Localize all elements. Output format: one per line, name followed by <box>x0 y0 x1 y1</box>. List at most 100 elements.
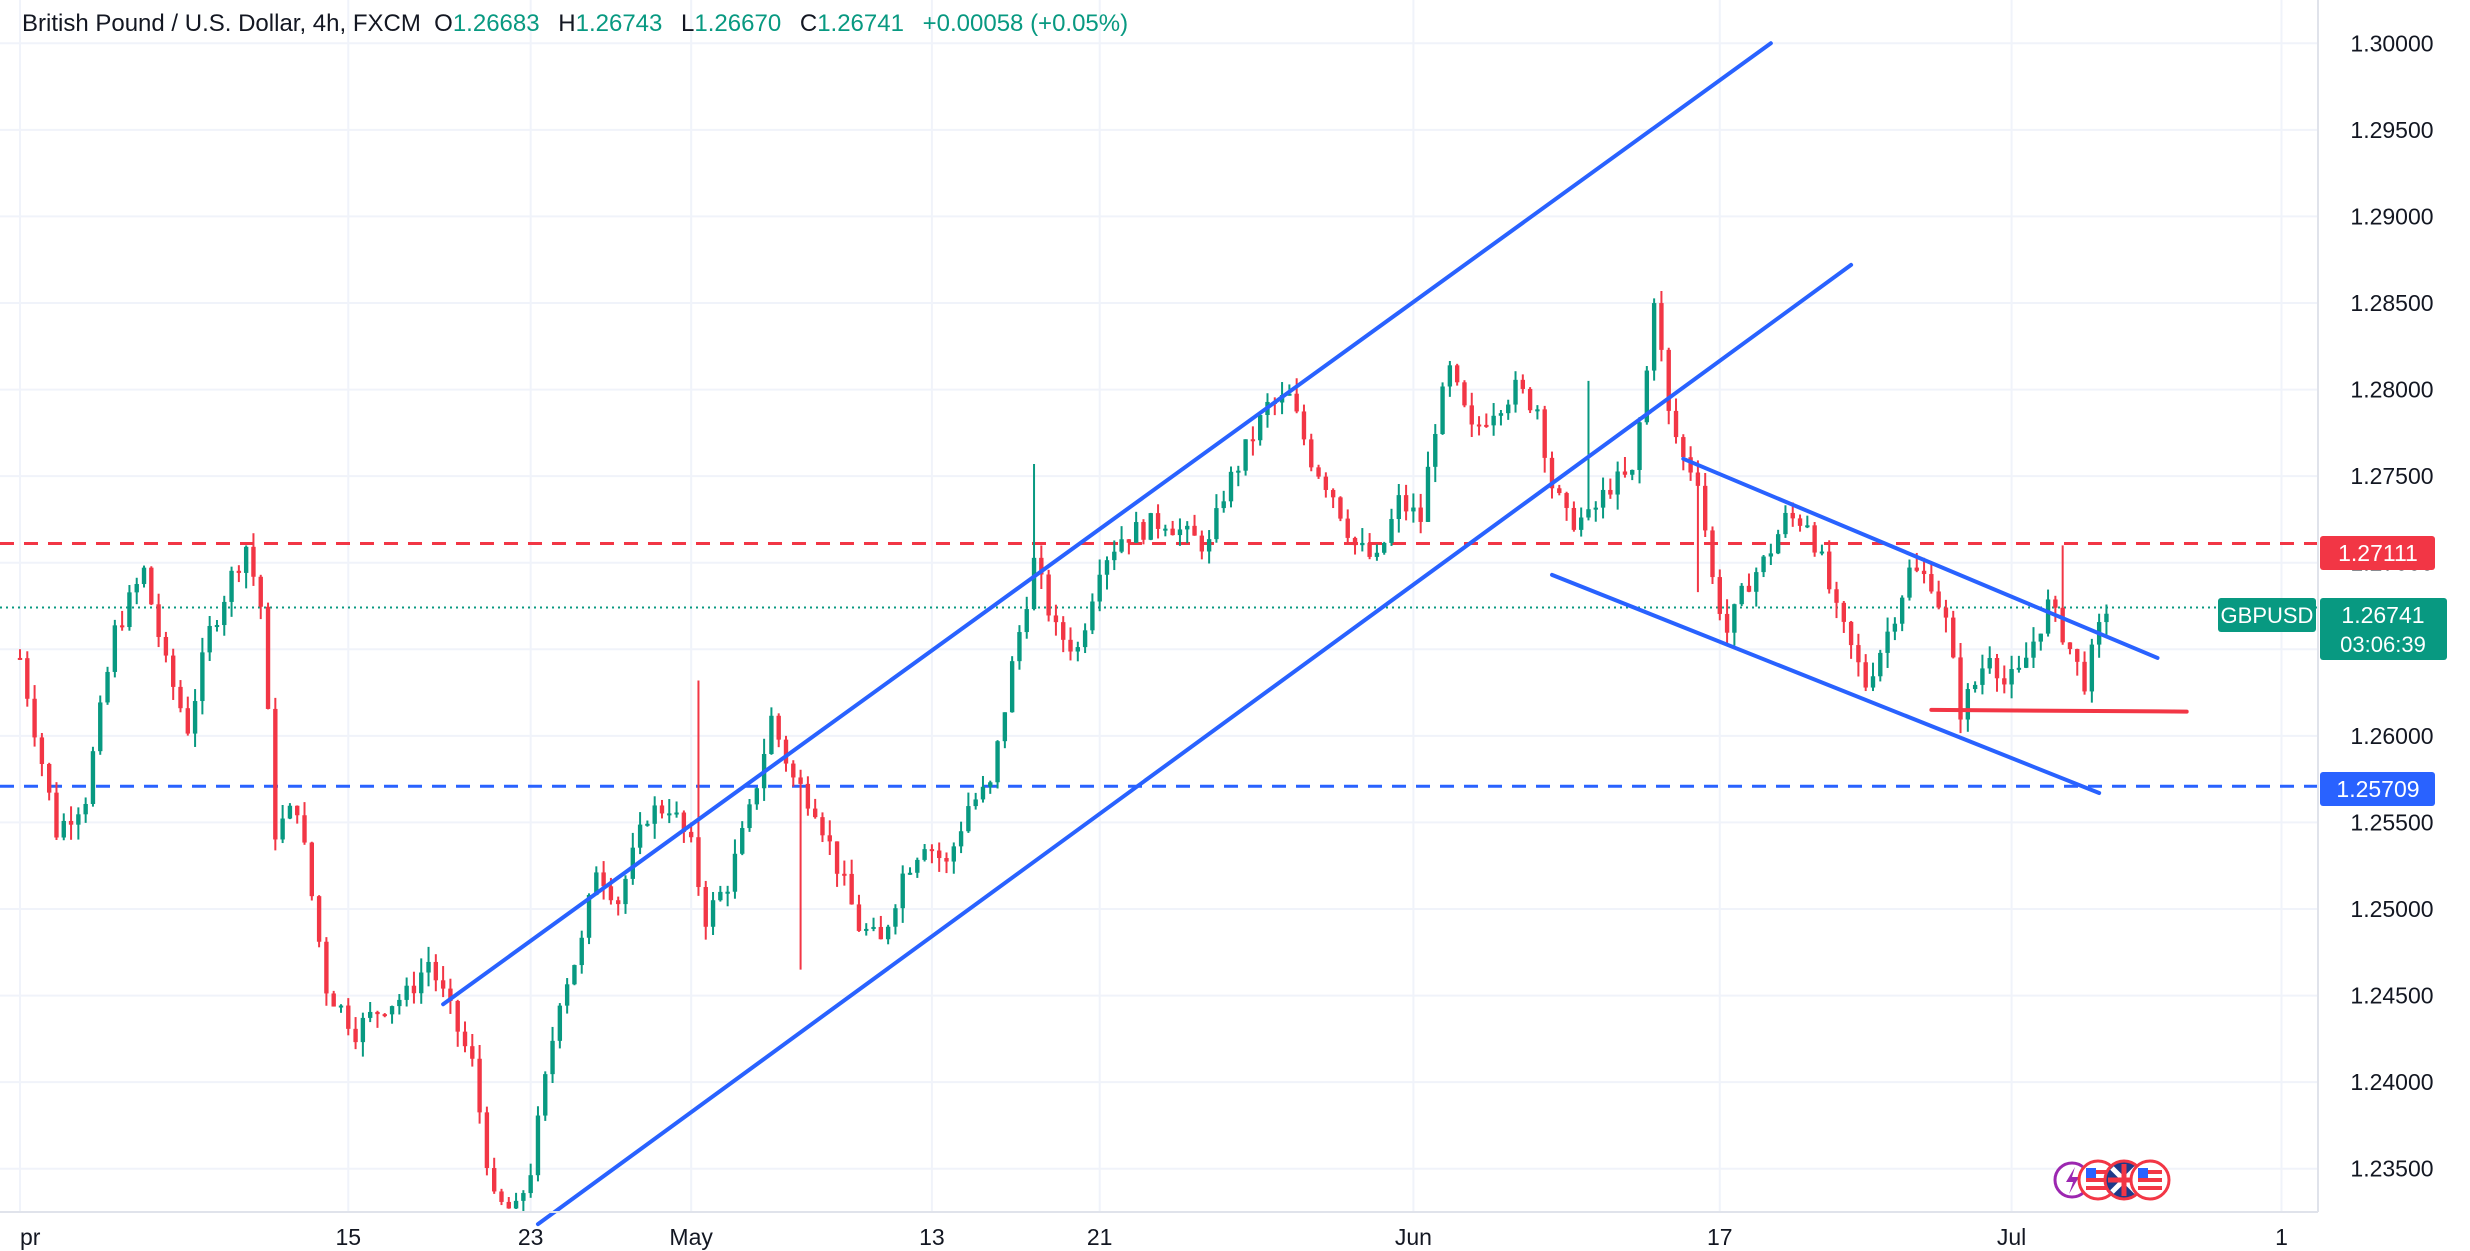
candle-body <box>1972 684 1978 690</box>
candle-body <box>39 737 45 764</box>
candle-body <box>1951 617 1956 658</box>
horizontal-levels <box>0 541 2318 788</box>
candle-body <box>1965 689 1971 720</box>
candle-body <box>185 708 190 734</box>
close-label: C <box>799 10 818 37</box>
candle-body <box>820 817 825 836</box>
candle-body <box>1688 457 1693 473</box>
x-tick-label: 13 <box>919 1224 945 1250</box>
candle-body <box>32 698 37 738</box>
candle-body <box>397 999 402 1007</box>
candle-body <box>958 831 964 847</box>
candle-body <box>105 671 110 703</box>
candle-body <box>834 841 840 874</box>
candle-body <box>696 837 701 888</box>
candle-body <box>732 853 738 892</box>
candle-body <box>1703 485 1708 531</box>
candle-body <box>1046 574 1051 616</box>
candle-body <box>1250 439 1256 442</box>
candle-body <box>1360 542 1365 546</box>
candle-body <box>76 814 81 825</box>
symbol-tag-label: GBPUSD <box>2221 603 2314 628</box>
economic-events[interactable] <box>2053 1159 2171 1201</box>
candle-body <box>1447 365 1453 387</box>
candle-body <box>1593 507 1598 510</box>
candle-body <box>1374 552 1380 557</box>
candle-body <box>287 805 293 819</box>
candle-body <box>338 1005 344 1008</box>
candle-body <box>1440 386 1445 434</box>
candlestick-series <box>17 291 2109 1212</box>
base-line-trendline[interactable] <box>1929 707 2189 714</box>
candle-body <box>492 1168 497 1192</box>
candle-body <box>1177 529 1183 536</box>
candle-body <box>207 625 212 653</box>
candle-body <box>740 828 745 854</box>
candle-body <box>623 878 628 905</box>
candle-body <box>1695 472 1701 486</box>
candle-body <box>1345 518 1350 538</box>
y-tick-label: 1.27500 <box>2350 463 2433 489</box>
x-tick-label: May <box>669 1224 713 1250</box>
candle-body <box>1943 607 1949 618</box>
candle-body <box>667 813 672 816</box>
candle-body <box>1199 535 1205 552</box>
candle-body <box>1564 493 1569 508</box>
candle-body <box>907 872 913 875</box>
time-axis[interactable]: pr 15 23 May 13 21 Jun 17 Jul 1 <box>20 1224 2288 1250</box>
candle-body <box>1754 572 1759 592</box>
candle-body <box>1469 405 1474 425</box>
candle-body <box>1097 574 1102 602</box>
candle-body <box>171 655 176 687</box>
candle-body <box>477 1058 482 1113</box>
candle-body <box>1367 542 1372 557</box>
candle-body <box>718 891 723 901</box>
candle-body <box>1119 539 1124 552</box>
candle-body <box>951 846 956 862</box>
y-tick-label: 1.25000 <box>2350 896 2433 922</box>
candle-body <box>1009 661 1015 713</box>
channel-upper-trendline[interactable] <box>441 41 1773 1007</box>
x-tick-label: 15 <box>335 1224 361 1250</box>
channel-lower-trendline[interactable] <box>535 262 1854 1227</box>
candle-body <box>1819 551 1825 554</box>
candle-body <box>90 751 96 804</box>
candle-body <box>1214 508 1219 540</box>
candle-body <box>922 849 927 860</box>
candle-body <box>1418 507 1423 522</box>
x-tick-label: pr <box>20 1224 41 1250</box>
candle-body <box>1287 393 1292 396</box>
support-price-tag: 1.25709 <box>2320 772 2435 806</box>
bar-countdown-label: 03:06:39 <box>2340 632 2426 657</box>
candle-body <box>893 908 898 927</box>
candle-body <box>652 805 657 824</box>
candle-body <box>1389 518 1394 543</box>
candle-body <box>1396 495 1401 519</box>
y-tick-label: 1.26000 <box>2350 723 2433 749</box>
candle-body <box>1914 567 1919 571</box>
candle-body <box>1637 422 1642 470</box>
chart-grid <box>0 0 2318 1212</box>
candle-body <box>681 812 687 832</box>
candle-body <box>966 806 971 832</box>
candle-body <box>411 985 417 994</box>
candle-body <box>885 926 891 940</box>
candle-body <box>1929 574 1934 592</box>
candle-body <box>521 1193 526 1201</box>
wedge-upper-trendline[interactable] <box>1681 456 2160 660</box>
candle-body <box>630 847 635 879</box>
candle-body <box>1907 567 1912 598</box>
candle-body <box>1578 517 1584 530</box>
candle-body <box>1615 471 1620 495</box>
candle-body <box>1812 525 1817 553</box>
open-label: O <box>434 10 453 37</box>
candle-body <box>1309 439 1314 468</box>
y-tick-label: 1.23500 <box>2350 1156 2433 1182</box>
resistance-price-tag: 1.27111 <box>2320 536 2435 570</box>
candle-body <box>178 686 183 709</box>
wedge-lower-trendline[interactable] <box>1550 572 2102 795</box>
candle-body <box>1520 379 1526 389</box>
candle-body <box>1082 630 1088 648</box>
candle-body <box>2002 678 2007 685</box>
